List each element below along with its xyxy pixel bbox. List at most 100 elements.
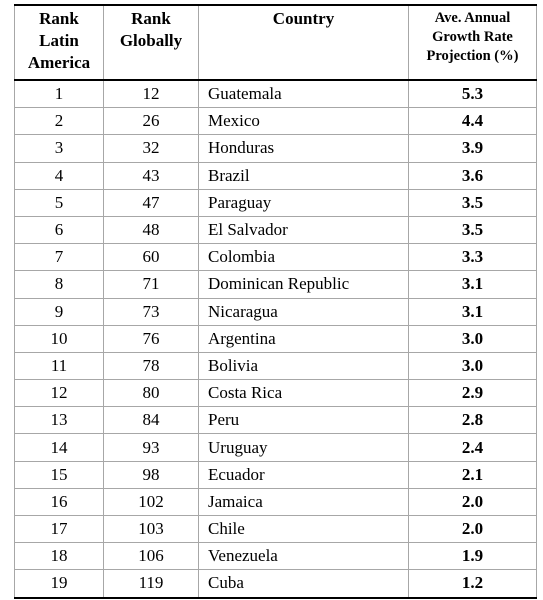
rank-globally-cell: 48	[103, 216, 199, 245]
rank-globally-cell: 84	[103, 406, 199, 435]
rank-latin-america-cell: 12	[14, 379, 104, 408]
rank-latin-america-cell: 11	[14, 352, 104, 381]
table-row: 17 103 Chile 2.0	[14, 515, 537, 544]
table-row: 2 26 Mexico 4.4	[14, 107, 537, 136]
rank-latin-america-cell: 17	[14, 515, 104, 544]
growth-rate-cell: 3.1	[408, 298, 537, 326]
country-cell: Peru	[198, 406, 409, 435]
country-cell: Venezuela	[198, 542, 409, 571]
rank-latin-america-cell: 9	[14, 298, 104, 326]
rank-latin-america-cell: 15	[14, 461, 104, 489]
growth-rate-cell: 3.5	[408, 216, 537, 245]
table-row: 16 102 Jamaica 2.0	[14, 488, 537, 517]
growth-rate-cell: 3.3	[408, 243, 537, 272]
header-rank-globally: Rank Globally	[103, 4, 199, 81]
rank-latin-america-cell: 5	[14, 189, 104, 217]
growth-rate-cell: 3.0	[408, 352, 537, 381]
growth-rate-cell: 1.9	[408, 542, 537, 571]
rank-latin-america-cell: 4	[14, 162, 104, 190]
table-row: 15 98 Ecuador 2.1	[14, 461, 537, 489]
table-row: 5 47 Paraguay 3.5	[14, 189, 537, 217]
growth-rate-cell: 2.4	[408, 433, 537, 462]
country-cell: Honduras	[198, 134, 409, 163]
table-row: 12 80 Costa Rica 2.9	[14, 379, 537, 408]
rank-latin-america-cell: 7	[14, 243, 104, 272]
country-cell: El Salvador	[198, 216, 409, 245]
header-line: Globally	[119, 31, 183, 50]
country-cell: Colombia	[198, 243, 409, 272]
rank-latin-america-cell: 8	[14, 270, 104, 299]
country-cell: Uruguay	[198, 433, 409, 462]
table-body: 1 12 Guatemala 5.3 2 26 Mexico 4.4 3 32 Honduras 3.…	[14, 80, 537, 599]
rank-globally-cell: 80	[103, 379, 199, 408]
rank-latin-america-cell: 18	[14, 542, 104, 571]
country-cell: Paraguay	[198, 189, 409, 217]
growth-rate-cell: 4.4	[408, 107, 537, 136]
country-cell: Ecuador	[198, 461, 409, 489]
table-row: 4 43 Brazil 3.6	[14, 162, 537, 190]
country-cell: Brazil	[198, 162, 409, 190]
country-cell: Argentina	[198, 325, 409, 353]
rank-globally-cell: 102	[103, 488, 199, 517]
rank-globally-cell: 119	[103, 569, 199, 599]
growth-rate-cell: 3.1	[408, 270, 537, 299]
growth-rate-cell: 2.0	[408, 488, 537, 517]
header-country: Country	[198, 4, 409, 81]
country-cell: Mexico	[198, 107, 409, 136]
header-line: America	[27, 53, 91, 72]
table-row: 6 48 El Salvador 3.5	[14, 216, 537, 245]
table-header: Rank Latin America Rank Globally Country…	[14, 4, 537, 81]
table-row: 13 84 Peru 2.8	[14, 406, 537, 435]
rank-globally-cell: 26	[103, 107, 199, 136]
growth-rate-cell: 3.9	[408, 134, 537, 163]
growth-rate-cell: 2.0	[408, 515, 537, 544]
growth-rate-cell: 2.9	[408, 379, 537, 408]
growth-rate-cell: 3.6	[408, 162, 537, 190]
country-cell: Jamaica	[198, 488, 409, 517]
country-cell: Guatemala	[198, 80, 409, 109]
country-cell: Dominican Republic	[198, 270, 409, 299]
table-row: 10 76 Argentina 3.0	[14, 325, 537, 353]
country-cell: Nicaragua	[198, 298, 409, 326]
growth-rate-cell: 2.8	[408, 406, 537, 435]
country-cell: Bolivia	[198, 352, 409, 381]
growth-rate-cell: 3.0	[408, 325, 537, 353]
rank-globally-cell: 98	[103, 461, 199, 489]
header-line: Latin	[39, 31, 79, 50]
rank-globally-cell: 93	[103, 433, 199, 462]
header-line: Rank	[131, 9, 171, 28]
growth-rate-cell: 3.5	[408, 189, 537, 217]
table-row: 18 106 Venezuela 1.9	[14, 542, 537, 571]
table-row: 7 60 Colombia 3.3	[14, 243, 537, 272]
header-growth-rate: Ave. Annual Growth Rate Projection (%)	[408, 4, 537, 81]
growth-rate-cell: 5.3	[408, 80, 537, 109]
table-row: 9 73 Nicaragua 3.1	[14, 298, 537, 326]
rank-globally-cell: 47	[103, 189, 199, 217]
table-row: 3 32 Honduras 3.9	[14, 134, 537, 163]
rank-latin-america-cell: 10	[14, 325, 104, 353]
rank-globally-cell: 12	[103, 80, 199, 109]
country-cell: Chile	[198, 515, 409, 544]
header-line: Projection (%)	[426, 48, 519, 64]
table-row: 1 12 Guatemala 5.3	[14, 80, 537, 109]
table-row: 11 78 Bolivia 3.0	[14, 352, 537, 381]
table-row: 8 71 Dominican Republic 3.1	[14, 270, 537, 299]
header-line: Country	[272, 9, 335, 28]
growth-table-container: Rank Latin America Rank Globally Country…	[14, 4, 537, 599]
rank-globally-cell: 78	[103, 352, 199, 381]
rank-globally-cell: 73	[103, 298, 199, 326]
rank-globally-cell: 32	[103, 134, 199, 163]
rank-latin-america-cell: 1	[14, 80, 104, 109]
rank-latin-america-cell: 19	[14, 569, 104, 599]
rank-latin-america-cell: 16	[14, 488, 104, 517]
rank-globally-cell: 60	[103, 243, 199, 272]
rank-latin-america-cell: 13	[14, 406, 104, 435]
rank-latin-america-cell: 3	[14, 134, 104, 163]
header-row: Rank Latin America Rank Globally Country…	[14, 4, 537, 81]
rank-globally-cell: 76	[103, 325, 199, 353]
table-row: 19 119 Cuba 1.2	[14, 569, 537, 599]
table-row: 14 93 Uruguay 2.4	[14, 433, 537, 462]
header-line: Ave. Annual	[434, 10, 511, 26]
rank-latin-america-cell: 2	[14, 107, 104, 136]
rank-globally-cell: 71	[103, 270, 199, 299]
